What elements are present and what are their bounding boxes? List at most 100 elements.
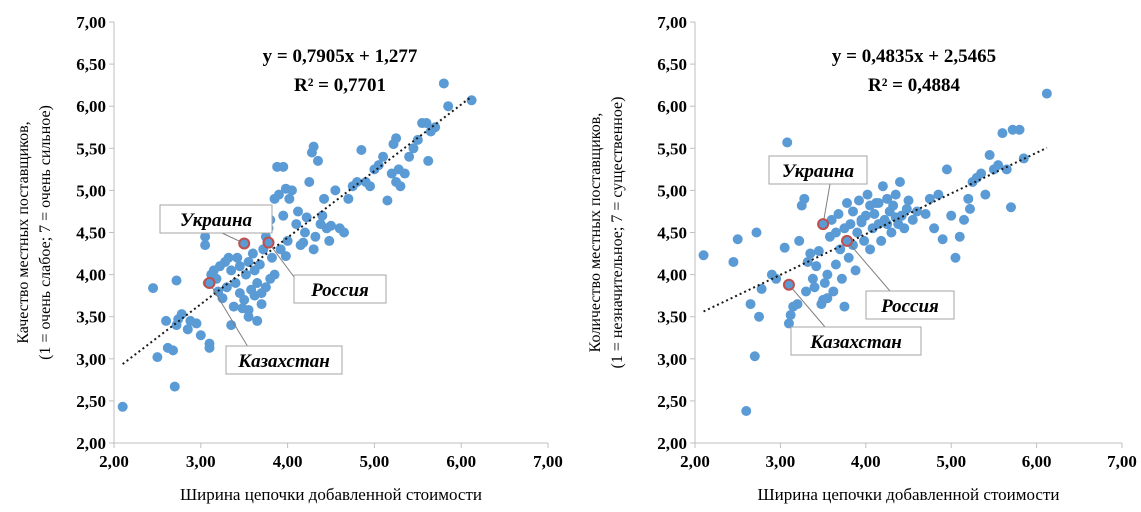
data-point bbox=[912, 206, 923, 217]
data-point bbox=[1001, 164, 1012, 175]
data-point bbox=[256, 288, 267, 299]
y-tick-label: 5,50 bbox=[76, 139, 106, 158]
y-tick-label: 4,50 bbox=[76, 224, 106, 243]
data-point bbox=[779, 242, 790, 253]
callout-box bbox=[790, 326, 922, 356]
data-point bbox=[391, 133, 402, 144]
data-point bbox=[326, 220, 336, 231]
data-point bbox=[950, 252, 961, 263]
data-point bbox=[176, 309, 187, 320]
data-point bbox=[847, 206, 858, 217]
callout-leader bbox=[846, 240, 891, 292]
highlighted-point bbox=[238, 237, 251, 250]
data-point bbox=[809, 282, 820, 293]
data-point bbox=[869, 208, 880, 219]
data-point bbox=[984, 150, 995, 161]
data-point bbox=[749, 351, 760, 362]
trendline-equation: y = 0,7905x + 1,277 bbox=[263, 46, 418, 67]
x-tick-label: 2,00 bbox=[680, 452, 710, 471]
data-point bbox=[312, 155, 323, 166]
data-point bbox=[365, 181, 376, 192]
data-point bbox=[280, 251, 291, 262]
data-point bbox=[980, 189, 991, 200]
y-axis-label-line-2: (1 = очень слабое; 7 = очень сильное) bbox=[37, 105, 54, 360]
data-point bbox=[811, 261, 822, 272]
x-tick-label: 6,00 bbox=[446, 452, 476, 471]
data-point bbox=[430, 122, 441, 133]
data-point bbox=[273, 189, 284, 200]
data-point bbox=[356, 144, 367, 155]
data-point bbox=[807, 273, 818, 284]
data-point bbox=[195, 330, 206, 341]
data-point bbox=[822, 293, 833, 304]
callout-label: Украина bbox=[782, 161, 854, 182]
data-point bbox=[933, 189, 944, 200]
y-tick-label: 3,50 bbox=[657, 308, 687, 327]
data-point bbox=[117, 401, 128, 412]
data-point bbox=[862, 189, 873, 200]
data-point bbox=[230, 278, 241, 289]
data-point bbox=[756, 283, 767, 294]
data-point bbox=[378, 151, 389, 162]
data-point bbox=[226, 265, 237, 276]
data-point bbox=[275, 244, 286, 255]
x-tick-label: 5,00 bbox=[360, 452, 390, 471]
data-point bbox=[843, 252, 854, 263]
data-point bbox=[873, 198, 884, 209]
data-point bbox=[826, 214, 837, 225]
data-point bbox=[200, 240, 211, 251]
data-point bbox=[373, 160, 384, 171]
data-point bbox=[856, 217, 867, 228]
data-point bbox=[794, 235, 805, 246]
data-point bbox=[903, 195, 914, 206]
data-point bbox=[256, 299, 267, 310]
data-point bbox=[252, 278, 263, 289]
data-point bbox=[899, 223, 910, 234]
y-tick-label: 6,50 bbox=[657, 55, 687, 74]
y-tick-label: 4,00 bbox=[657, 266, 687, 285]
data-point bbox=[421, 118, 432, 129]
callout-leader bbox=[822, 183, 831, 225]
data-point bbox=[876, 235, 887, 246]
y-tick-label: 5,50 bbox=[657, 139, 687, 158]
callout-leader bbox=[209, 282, 249, 348]
highlighted-point bbox=[203, 277, 216, 290]
y-tick-label: 7,00 bbox=[657, 13, 687, 32]
y-tick-label: 6,00 bbox=[76, 97, 106, 116]
data-point bbox=[836, 273, 847, 284]
data-point bbox=[782, 137, 793, 148]
y-tick-label: 2,00 bbox=[76, 434, 106, 453]
callout-label: Украина bbox=[180, 210, 252, 231]
x-tick-label: 3,00 bbox=[186, 452, 216, 471]
data-point bbox=[801, 286, 812, 297]
data-point bbox=[304, 176, 315, 187]
data-point bbox=[293, 206, 304, 217]
x-tick-label: 4,00 bbox=[851, 452, 881, 471]
y-tick-label: 6,50 bbox=[76, 55, 106, 74]
callout-label: Россия bbox=[880, 296, 939, 317]
data-point bbox=[310, 231, 321, 242]
data-point bbox=[842, 198, 853, 209]
data-point bbox=[941, 164, 952, 175]
data-point bbox=[299, 227, 310, 238]
data-point bbox=[404, 151, 415, 162]
x-tick-label: 7,00 bbox=[1107, 452, 1137, 471]
data-point bbox=[835, 244, 846, 255]
data-point bbox=[1014, 124, 1025, 135]
data-point bbox=[882, 193, 893, 204]
data-point bbox=[997, 128, 1008, 139]
data-point bbox=[859, 235, 870, 246]
data-point bbox=[247, 248, 258, 259]
callout-box bbox=[225, 345, 343, 375]
data-point bbox=[319, 193, 330, 204]
data-point bbox=[223, 252, 234, 263]
data-point bbox=[339, 227, 350, 238]
callout-box bbox=[293, 274, 387, 304]
data-point bbox=[169, 381, 180, 392]
data-point bbox=[819, 278, 830, 289]
data-point bbox=[745, 299, 756, 310]
data-point bbox=[785, 310, 796, 321]
highlighted-point bbox=[817, 218, 830, 231]
data-point bbox=[1041, 88, 1052, 99]
